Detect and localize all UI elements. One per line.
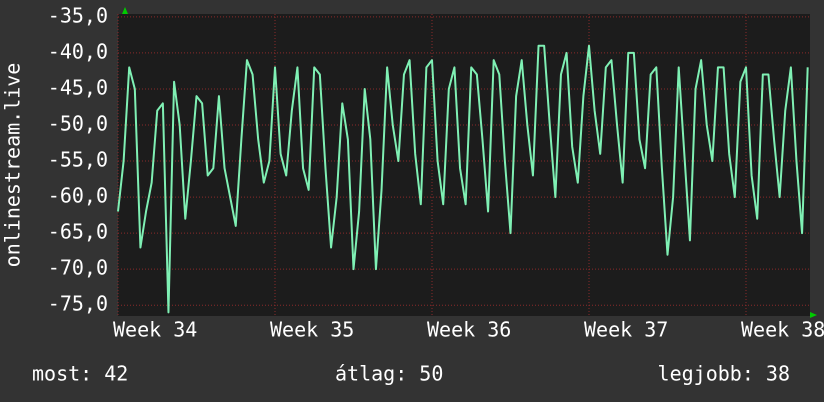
x-tick-label: Week 34	[113, 318, 197, 342]
y-tick-label: -70,0	[48, 256, 108, 280]
data-line	[117, 44, 809, 314]
y-tick-label: -75,0	[48, 292, 108, 316]
y-tick-label: -45,0	[48, 75, 108, 99]
stat-average: átlag: 50	[335, 362, 443, 386]
stat-current: most: 42	[32, 362, 128, 386]
axis-arrow	[810, 312, 817, 318]
x-tick-label: Week 35	[270, 318, 354, 342]
y-axis-label: onlinestream.live	[1, 63, 25, 268]
y-tick-label: -60,0	[48, 184, 108, 208]
y-tick-label: -55,0	[48, 148, 108, 172]
axis-arrow	[122, 7, 128, 14]
x-tick-label: Week 36	[427, 318, 511, 342]
y-tick-label: -65,0	[48, 220, 108, 244]
x-tick-label: Week 38	[741, 318, 824, 342]
y-tick-label: -50,0	[48, 111, 108, 135]
stat-best: legjobb: 38	[658, 362, 790, 386]
x-tick-label: Week 37	[584, 318, 668, 342]
plot-area	[118, 14, 810, 316]
y-tick-label: -40,0	[48, 39, 108, 63]
y-tick-label: -35,0	[48, 3, 108, 27]
